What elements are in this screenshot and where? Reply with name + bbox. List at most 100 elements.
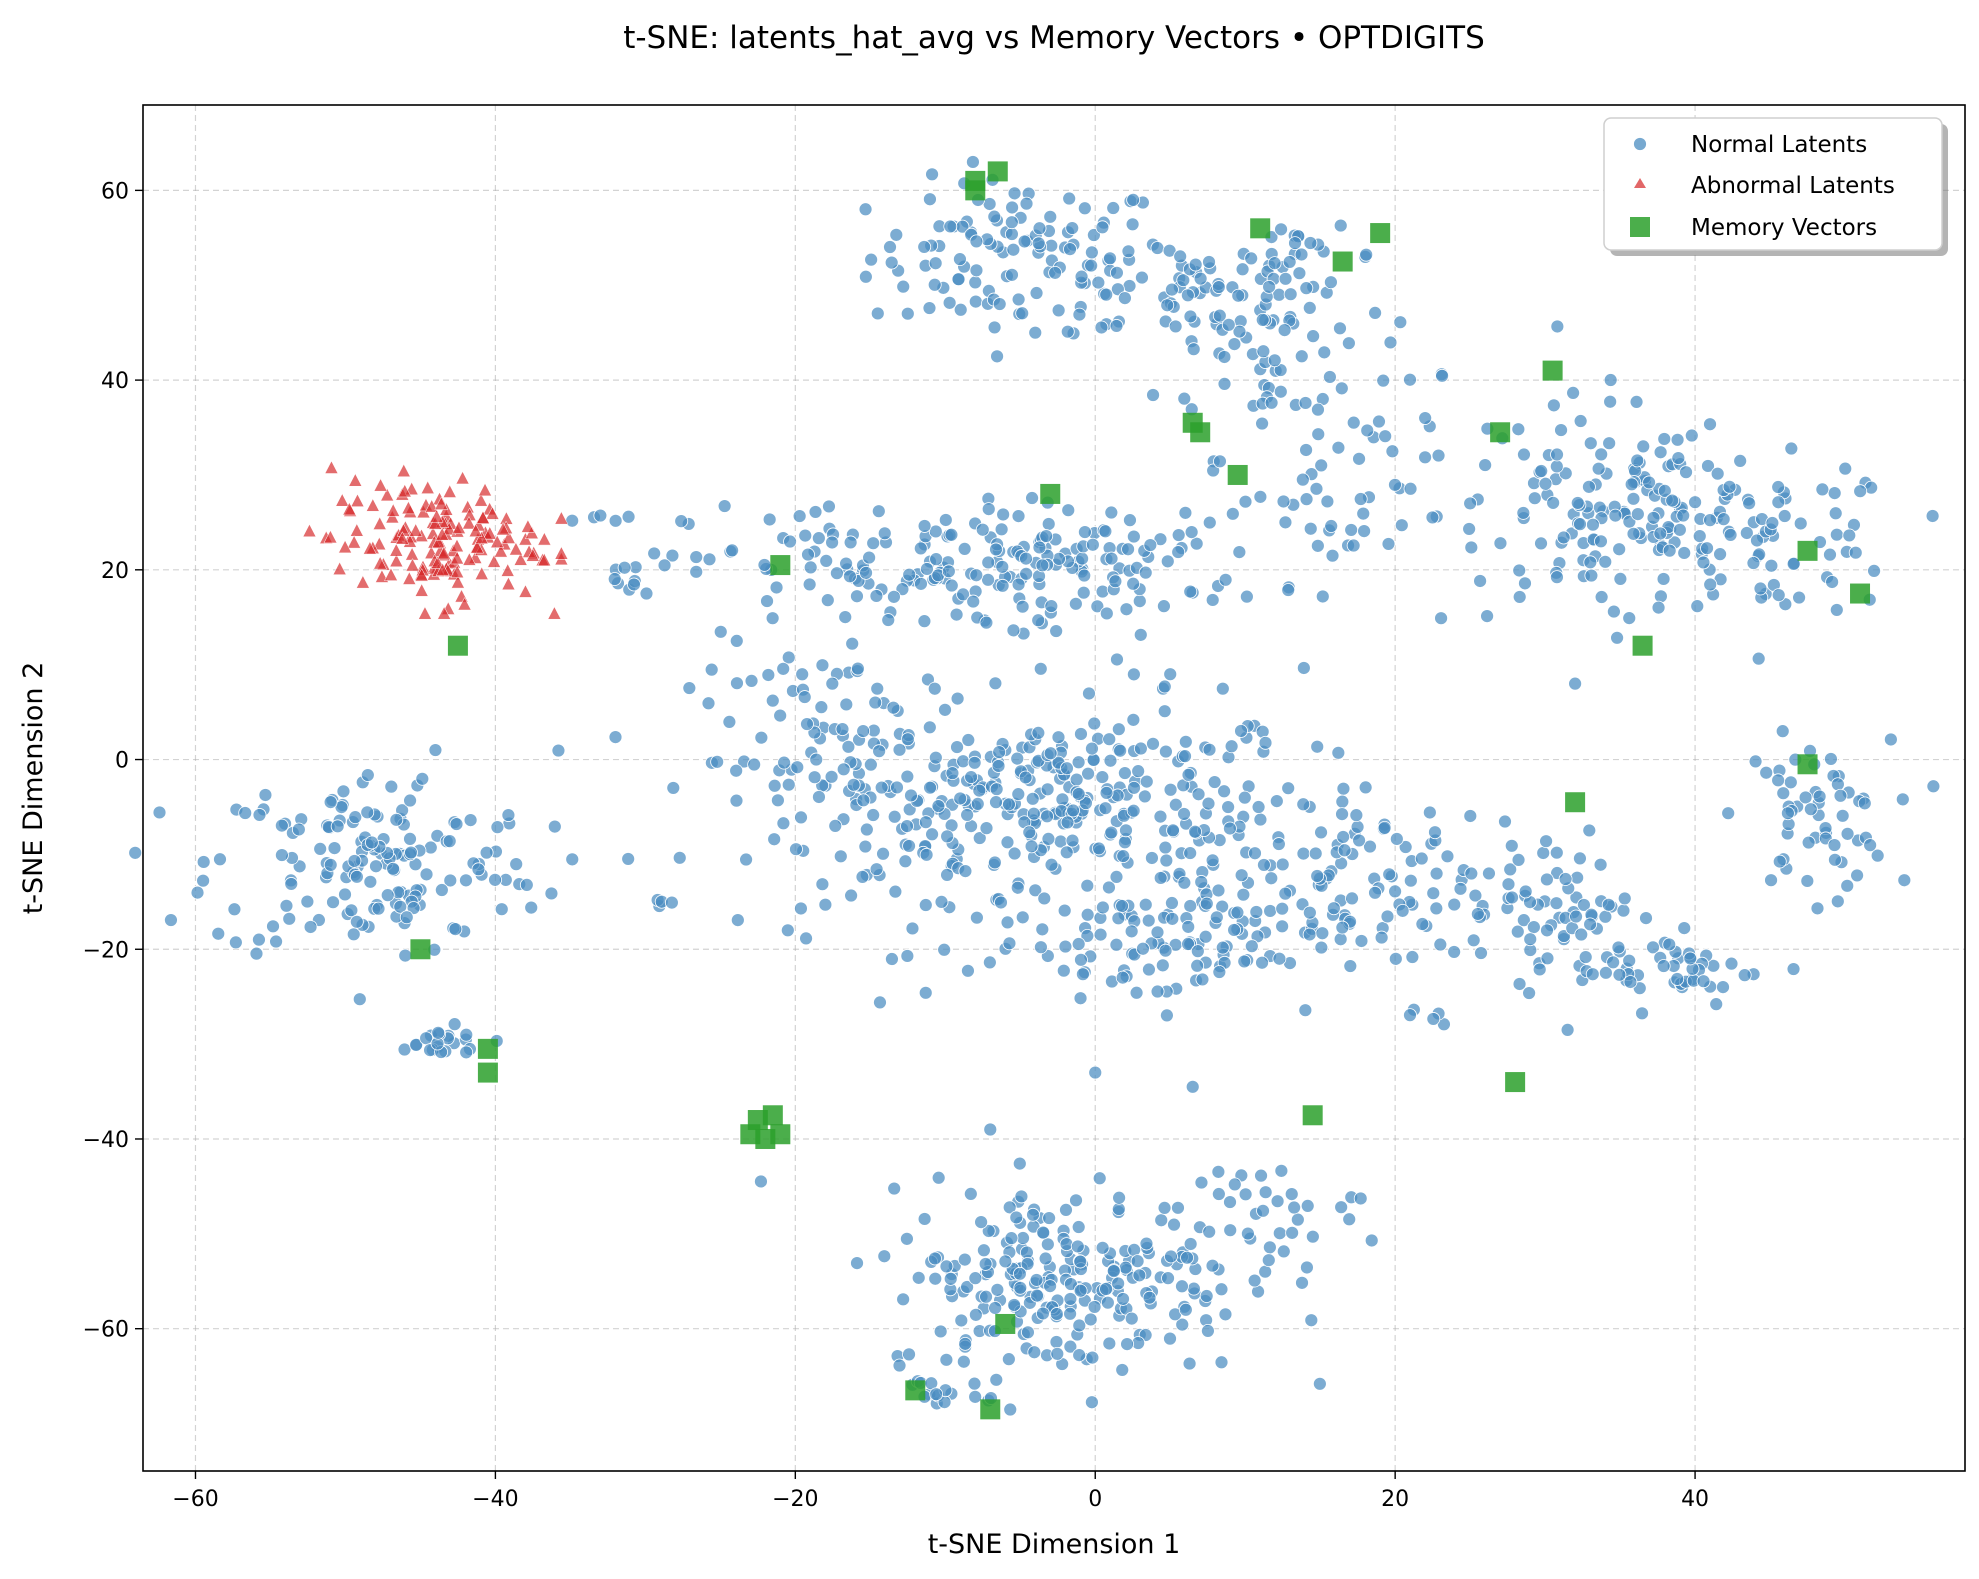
normal-latent-point [939, 1352, 954, 1367]
normal-latent-point [1011, 292, 1026, 307]
normal-latent-point [1221, 317, 1236, 332]
abnormal-latent-point [474, 530, 489, 545]
normal-latent-point [830, 566, 844, 581]
x-tick-label: 20 [1381, 1487, 1409, 1512]
normal-latent-point [1331, 745, 1346, 760]
normal-latent-point [1585, 967, 1600, 982]
normal-latent-point [1042, 1211, 1056, 1225]
normal-latent-point [928, 1251, 942, 1266]
normal-latent-point [1176, 273, 1191, 288]
normal-latent-point [1183, 1237, 1198, 1251]
normal-latent-point [1333, 932, 1348, 947]
normal-latent-point [1202, 255, 1216, 269]
normal-latent-point [1314, 825, 1328, 840]
normal-latent-point [918, 985, 933, 1000]
legend-abnormal-label: Abnormal Latents [1691, 173, 1895, 199]
normal-latent-point [1662, 543, 1677, 558]
normal-latent-point [969, 568, 984, 583]
normal-latent-point [1394, 518, 1409, 533]
normal-latent-point [838, 610, 853, 625]
normal-latent-point [1656, 572, 1671, 586]
normal-latent-point [814, 700, 829, 715]
abnormal-latent-point [372, 516, 387, 530]
normal-latent-point [1041, 832, 1056, 846]
normal-latent-point [1381, 537, 1396, 551]
normal-latent-point [1183, 584, 1198, 599]
normal-latent-point [1771, 495, 1786, 510]
normal-latent-point [1473, 574, 1487, 588]
normal-latent-point [1534, 464, 1549, 478]
normal-latent-point [855, 869, 870, 884]
normal-latent-point [338, 887, 352, 902]
normal-latent-point [1005, 227, 1019, 241]
normal-latent-point [1085, 537, 1100, 552]
normal-latent-point [844, 888, 859, 903]
normal-latent-point [1157, 599, 1171, 614]
normal-latent-point [1646, 510, 1661, 525]
normal-latent-point [1095, 584, 1110, 599]
normal-latent-point [1099, 1282, 1113, 1296]
normal-latent-point [836, 762, 851, 777]
normal-latent-point [900, 1231, 914, 1246]
normal-latent-point [1175, 1279, 1189, 1294]
normal-latent-point [1573, 414, 1588, 428]
normal-latent-point [1115, 970, 1130, 985]
normal-latent-point [1275, 857, 1290, 872]
normal-latent-point [1298, 1003, 1313, 1018]
normal-latent-point [744, 673, 759, 688]
normal-latent-point [1137, 789, 1152, 804]
normal-latent-point [1032, 221, 1047, 236]
y-tick-label: 40 [101, 369, 129, 394]
normal-latent-point [1670, 432, 1685, 447]
normal-latent-point [989, 542, 1003, 557]
normal-latent-point [1828, 506, 1843, 521]
normal-latent-point [1447, 897, 1462, 912]
y-tick-label: −60 [83, 1318, 129, 1343]
normal-latent-point [1883, 732, 1898, 747]
normal-latent-point [371, 901, 386, 916]
normal-latent-point [608, 730, 623, 745]
normal-latent-point [1195, 972, 1210, 987]
normal-latent-point [1178, 749, 1192, 764]
normal-latent-point [747, 757, 762, 772]
normal-latent-point [904, 788, 918, 803]
normal-latent-point [1121, 244, 1136, 259]
abnormal-latent-point [452, 520, 466, 534]
normal-latent-point [841, 739, 856, 754]
abnormal-latent-point [442, 484, 457, 498]
normal-latent-point [1150, 984, 1165, 999]
normal-latent-point [1591, 461, 1606, 476]
normal-latent-point [1244, 939, 1259, 954]
normal-latent-point [1823, 547, 1837, 562]
normal-latent-point [689, 564, 704, 579]
normal-latent-point [1181, 919, 1196, 934]
normal-latent-point [639, 586, 654, 601]
normal-latent-point [1863, 838, 1878, 853]
normal-latent-point [1683, 951, 1698, 966]
normal-latent-point [1048, 265, 1063, 280]
normal-latent-point [303, 920, 318, 934]
normal-latent-point [459, 1045, 474, 1060]
normal-latent-point [565, 852, 580, 867]
normal-latent-point [1116, 849, 1131, 864]
normal-latent-point [1848, 545, 1863, 560]
normal-latent-point [1398, 840, 1413, 854]
normal-latent-point [1111, 911, 1126, 926]
normal-latent-point [987, 855, 1002, 870]
normal-latent-point [1765, 516, 1780, 530]
normal-latent-point [1312, 1376, 1327, 1391]
x-tick-label: −40 [472, 1487, 518, 1512]
abnormal-latent-point [349, 523, 364, 537]
normal-latent-point [1426, 1012, 1441, 1026]
normal-latent-point [1191, 787, 1206, 802]
normal-latent-point [1057, 903, 1072, 918]
normal-latent-point [1926, 779, 1941, 794]
normal-latent-point [1099, 287, 1114, 302]
normal-latent-point [1374, 930, 1389, 945]
normal-latent-point [995, 578, 1010, 593]
normal-latent-point [213, 852, 227, 867]
normal-latent-point [1051, 303, 1066, 318]
normal-latent-point [190, 885, 205, 900]
normal-latent-point [1060, 324, 1075, 339]
normal-latent-point [1084, 245, 1099, 260]
